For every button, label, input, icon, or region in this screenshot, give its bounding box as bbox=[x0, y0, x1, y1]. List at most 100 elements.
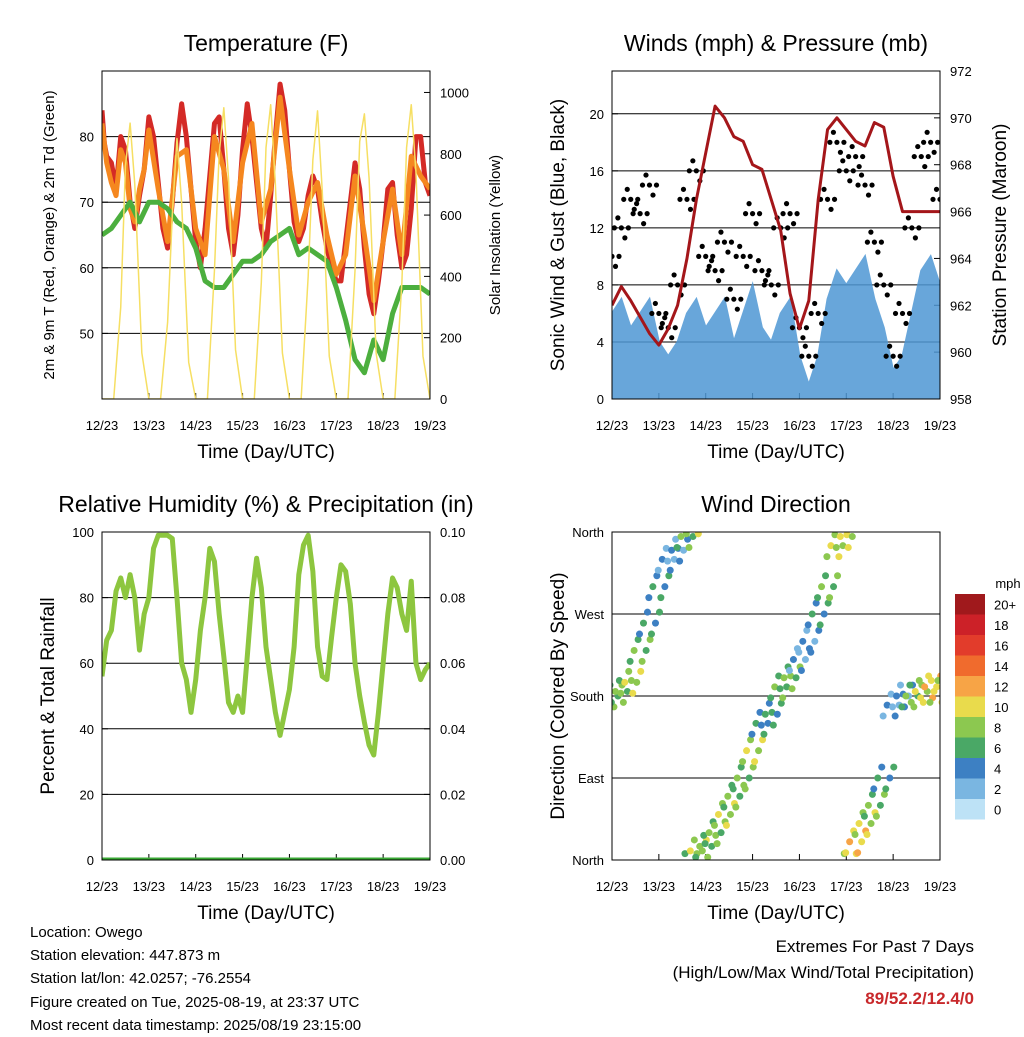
gust-point bbox=[652, 300, 658, 307]
gust-point bbox=[756, 211, 763, 217]
gust-point bbox=[668, 282, 674, 288]
direction-point bbox=[934, 677, 940, 685]
gust-point bbox=[813, 353, 819, 359]
gust-point bbox=[834, 139, 840, 145]
gust-point bbox=[944, 197, 949, 202]
gust-point bbox=[737, 243, 743, 249]
gust-point bbox=[918, 153, 924, 160]
gust-point bbox=[749, 211, 756, 217]
direction-point bbox=[907, 698, 915, 706]
y-tick-label: 60 bbox=[80, 656, 94, 671]
x-tick-label: 12/23 bbox=[596, 879, 629, 894]
x-tick-label: 13/23 bbox=[643, 879, 676, 894]
direction-point bbox=[743, 747, 751, 755]
direction-point bbox=[874, 774, 882, 782]
y-axis-label: Percent & Total Rainfall bbox=[38, 597, 59, 794]
gust-point bbox=[937, 196, 940, 202]
direction-point bbox=[851, 830, 859, 838]
gust-point bbox=[616, 253, 622, 259]
y2-axis-label: Station Pressure (Maroon) bbox=[990, 124, 1011, 347]
y-tick-label: East bbox=[578, 771, 604, 786]
direction-point bbox=[670, 555, 678, 563]
legend-label: 8 bbox=[994, 720, 1001, 735]
gust-point bbox=[766, 268, 772, 274]
y-tick-label: 0 bbox=[597, 392, 604, 407]
direction-point bbox=[639, 619, 647, 627]
gust-point bbox=[875, 249, 881, 255]
gust-point bbox=[837, 149, 844, 155]
gust-point bbox=[847, 178, 853, 184]
x-tick-label: 16/23 bbox=[273, 418, 306, 433]
solar-insolation-line bbox=[102, 103, 430, 399]
x-axis-label: Time (Day/UTC) bbox=[197, 442, 335, 463]
gust-point bbox=[772, 292, 778, 298]
direction-point bbox=[880, 790, 888, 798]
direction-point bbox=[629, 689, 637, 697]
gust-point bbox=[830, 129, 837, 135]
x-tick-label: 12/23 bbox=[86, 879, 119, 894]
y-axis-label: Direction (Colored By Speed) bbox=[548, 572, 569, 819]
direction-point bbox=[686, 847, 694, 855]
direction-point bbox=[612, 698, 615, 706]
direction-point bbox=[621, 678, 629, 686]
direction-point bbox=[655, 608, 663, 616]
direction-point bbox=[886, 774, 894, 782]
gust-point bbox=[850, 168, 856, 174]
gust-point bbox=[677, 196, 683, 202]
y-tick-label: West bbox=[575, 607, 605, 622]
gust-point bbox=[625, 225, 631, 231]
direction-point bbox=[643, 608, 651, 616]
direction-point bbox=[846, 838, 854, 846]
direction-point bbox=[830, 583, 838, 591]
gust-point bbox=[606, 244, 611, 249]
direction-point bbox=[823, 553, 831, 561]
direction-point bbox=[739, 758, 747, 766]
x-tick-label: 18/23 bbox=[367, 418, 400, 433]
direction-point bbox=[839, 542, 847, 550]
direction-point bbox=[720, 803, 728, 811]
gust-point bbox=[840, 158, 846, 164]
y-tick-label: 8 bbox=[597, 278, 604, 293]
direction-point bbox=[824, 599, 832, 607]
direction-point bbox=[751, 758, 759, 766]
gust-point bbox=[906, 310, 913, 317]
gust-point bbox=[742, 211, 749, 217]
gust-point bbox=[877, 272, 883, 278]
direction-point bbox=[681, 850, 689, 858]
direction-point bbox=[915, 677, 923, 685]
legend-swatch bbox=[955, 778, 985, 799]
y-tick-label: North bbox=[572, 853, 604, 868]
plot-area bbox=[606, 104, 949, 399]
direction-point bbox=[844, 543, 852, 551]
gust-point bbox=[675, 282, 681, 288]
direction-point bbox=[733, 774, 741, 782]
gust-point bbox=[644, 211, 650, 217]
gust-point bbox=[862, 182, 868, 188]
gust-point bbox=[896, 300, 902, 307]
gust-point bbox=[941, 207, 946, 212]
direction-point bbox=[891, 712, 899, 720]
gust-point bbox=[921, 139, 927, 145]
direction-point bbox=[666, 566, 674, 574]
plot-area bbox=[102, 81, 430, 399]
gust-point bbox=[731, 296, 737, 302]
x-tick-label: 14/23 bbox=[179, 879, 212, 894]
direction-point bbox=[801, 656, 809, 664]
direction-point bbox=[947, 677, 954, 684]
direction-point bbox=[854, 849, 862, 857]
x-tick-label: 17/23 bbox=[320, 418, 353, 433]
direction-point bbox=[868, 790, 876, 798]
gust-point bbox=[728, 239, 735, 245]
y2-tick-label: 0.04 bbox=[440, 722, 465, 737]
gust-point bbox=[892, 310, 899, 317]
gust-point bbox=[699, 243, 705, 249]
gust-point bbox=[780, 211, 786, 217]
y2-tick-label: 970 bbox=[950, 111, 972, 126]
x-tick-label: 19/23 bbox=[924, 418, 957, 433]
x-tick-label: 14/23 bbox=[689, 418, 722, 433]
direction-point bbox=[635, 630, 643, 638]
legend-swatch bbox=[955, 696, 985, 717]
latlon-text: Station lat/lon: 42.0257; -76.2554 bbox=[30, 970, 252, 988]
gust-point bbox=[621, 196, 627, 202]
direction-point bbox=[789, 656, 797, 664]
